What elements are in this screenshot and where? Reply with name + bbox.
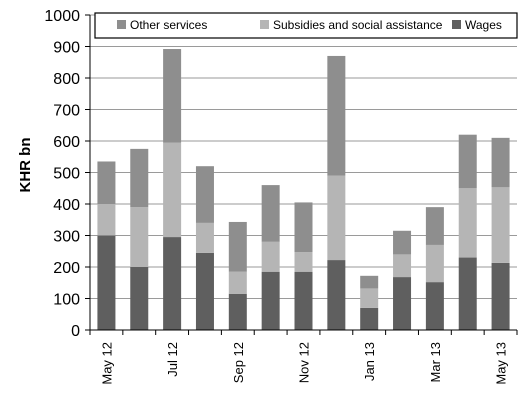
bar-other-services-7: [327, 55, 346, 176]
bar-other-services-3: [195, 166, 214, 223]
y-tick-label: 600: [53, 134, 80, 151]
x-tick-label: Jan 13: [362, 342, 377, 381]
bar-subsidies-and-social-assistance-1: [130, 207, 149, 267]
bar-other-services-10: [425, 207, 444, 245]
bar-wages-11: [458, 257, 477, 330]
bar-wages-3: [195, 252, 214, 330]
bar-subsidies-and-social-assistance-2: [163, 142, 182, 238]
bar-subsidies-and-social-assistance-8: [360, 288, 379, 308]
axes: 0 100 200 300 400 500 600 700 800 900 1000 May 12 Ju…: [44, 8, 518, 385]
x-tick-label: Nov 12: [297, 342, 312, 383]
legend-entry-label: Other services: [130, 18, 207, 32]
bar-wages-6: [294, 271, 313, 330]
x-tick-label: Mar 13: [428, 342, 443, 382]
x-tick-label: May 12: [99, 342, 114, 385]
y-tick-label: 200: [53, 260, 80, 277]
bar-subsidies-and-social-assistance-10: [425, 244, 444, 283]
bar-wages-5: [261, 271, 280, 330]
bar-other-services-11: [458, 134, 477, 189]
y-tick-label: 100: [53, 292, 80, 309]
legend-box: [94, 12, 518, 39]
bar-other-services-0: [97, 161, 116, 204]
bar-subsidies-and-social-assistance-9: [393, 254, 412, 278]
x-tick-label: Sep 12: [231, 342, 246, 383]
y-tick-label: 400: [53, 197, 80, 214]
legend-entry-label: Subsidies and social assistance: [273, 18, 443, 32]
bar-wages-4: [228, 293, 247, 330]
bar-subsidies-and-social-assistance-4: [228, 271, 247, 294]
bar-wages-0: [97, 235, 116, 330]
bar-wages-8: [360, 307, 379, 330]
y-axis-label: KHR bn: [17, 138, 34, 193]
bar-wages-12: [491, 262, 510, 330]
y-tick-label: 800: [53, 71, 80, 88]
legend-swatch: [260, 20, 269, 29]
y-tick-label: 0: [71, 323, 80, 340]
bar-subsidies-and-social-assistance-7: [327, 175, 346, 261]
bar-other-services-8: [360, 275, 379, 289]
bar-subsidies-and-social-assistance-3: [195, 222, 214, 253]
bar-wages-2: [163, 237, 182, 330]
bar-other-services-4: [228, 221, 247, 272]
y-tick-label: 700: [53, 103, 80, 120]
bar-other-services-6: [294, 202, 313, 253]
bar-subsidies-and-social-assistance-0: [97, 204, 116, 236]
bar-wages-7: [327, 260, 346, 330]
bars: [97, 49, 510, 330]
legend-swatch: [452, 20, 461, 29]
bar-subsidies-and-social-assistance-6: [294, 252, 313, 272]
y-tick-label: 300: [53, 229, 80, 246]
bar-subsidies-and-social-assistance-12: [491, 187, 510, 263]
y-tick-label: 900: [53, 40, 80, 57]
y-tick-label: 500: [53, 166, 80, 183]
legend-entry-label: Wages: [465, 18, 502, 32]
bar-other-services-9: [393, 230, 412, 255]
y-tick-label: 1000: [44, 8, 80, 25]
legend: Other services Subsidies and social assis…: [94, 12, 518, 39]
bar-other-services-2: [163, 49, 182, 143]
bar-other-services-1: [130, 148, 149, 208]
bar-other-services-12: [491, 137, 510, 188]
bar-wages-9: [393, 277, 412, 330]
bar-other-services-5: [261, 185, 280, 242]
bar-wages-1: [130, 267, 149, 330]
bar-subsidies-and-social-assistance-5: [261, 241, 280, 272]
x-tick-label: May 13: [494, 342, 509, 385]
bar-subsidies-and-social-assistance-11: [458, 188, 477, 258]
bar-wages-10: [425, 282, 444, 330]
legend-swatch: [117, 20, 126, 29]
x-tick-label: Jul 12: [165, 342, 180, 377]
